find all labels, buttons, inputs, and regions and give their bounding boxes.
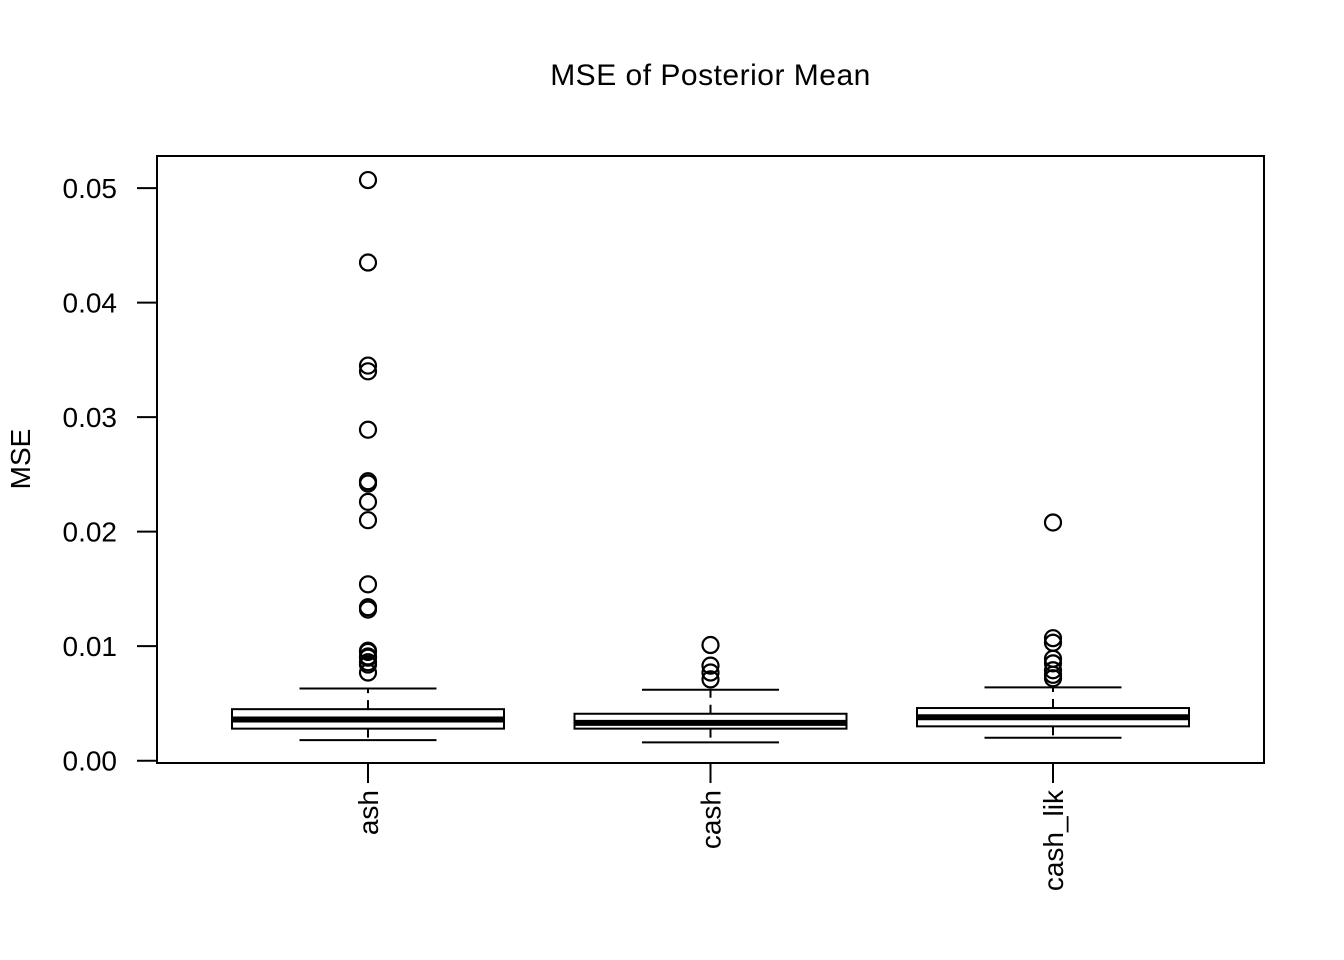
outlier-point <box>1043 513 1063 532</box>
y-tick-label: 0.00 <box>63 746 118 777</box>
outlier-point <box>358 170 378 190</box>
outlier-point <box>358 598 378 617</box>
outlier-point <box>358 653 378 672</box>
chart-title: MSE of Posterior Mean <box>550 59 871 92</box>
outlier-point <box>1043 654 1063 673</box>
outlier-point <box>358 362 378 381</box>
y-tick-label: 0.05 <box>63 173 118 204</box>
outlier-point <box>358 511 378 530</box>
y-tick-label: 0.01 <box>63 631 118 662</box>
y-axis-title: MSE <box>5 428 36 490</box>
outlier-point <box>358 575 378 594</box>
outlier-point <box>1043 633 1063 652</box>
outlier-point <box>701 635 720 655</box>
x-category-label: cash <box>696 790 727 849</box>
x-category-label: cash_lik <box>1038 789 1069 891</box>
outlier-point <box>1043 661 1063 680</box>
outlier-point <box>358 647 378 666</box>
outlier-point <box>358 641 378 660</box>
outlier-point <box>701 670 720 689</box>
outlier-point <box>358 356 378 375</box>
outlier-point <box>358 420 378 439</box>
x-category-label: ash <box>353 790 384 835</box>
y-tick-label: 0.04 <box>63 288 118 319</box>
outlier-point <box>1043 629 1063 648</box>
outlier-point <box>358 472 378 491</box>
y-tick-label: 0.02 <box>63 517 118 548</box>
outlier-point <box>701 656 720 675</box>
y-tick-label: 0.03 <box>63 402 118 433</box>
outlier-point <box>358 253 378 272</box>
outlier-point <box>358 492 378 511</box>
outlier-point <box>701 663 720 682</box>
